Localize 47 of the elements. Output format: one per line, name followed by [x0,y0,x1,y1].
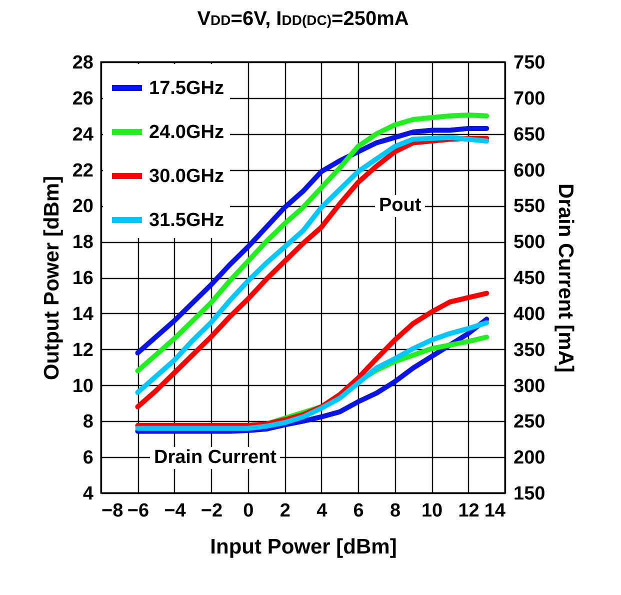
legend-label: 31.5GHz [149,210,224,231]
y2-tick-label: 500 [514,232,546,254]
x-tick-label: 14 [484,500,506,522]
y-tick-label: 26 [72,88,94,110]
x-tick-label: −6 [127,500,150,522]
x-tick-label: 8 [390,500,401,522]
y-tick-label: 22 [72,160,94,182]
y-tick-label: 16 [72,268,94,289]
y2-tick-label: 400 [514,304,546,325]
y2-tick-label: 650 [514,124,546,146]
y-axis-title: Output Power [dBm] [40,176,64,380]
x-axis-title: Input Power [dBm] [210,536,397,558]
y-tick-label: 24 [72,124,94,146]
y-tick-label: 8 [82,412,94,433]
y2-tick-label: 750 [514,52,546,74]
x-tick-label: 10 [421,500,443,522]
y-tick-label: 18 [72,232,94,254]
y2-tick-label: 450 [514,268,546,289]
y-tick-label: 14 [72,304,94,325]
y-tick-label: 28 [72,52,94,74]
x-tick-label: −2 [200,500,223,522]
y2-tick-label: 700 [514,88,546,110]
y-tick-label: 6 [82,448,94,469]
legend-label: 24.0GHz [149,122,224,143]
legend-label: 30.0GHz [149,166,224,187]
annotation: Pout [375,195,426,217]
y2-tick-label: 350 [514,340,546,361]
x-tick-label: −4 [164,500,186,522]
y-tick-label: 10 [72,376,94,397]
y2-tick-label: 250 [514,412,546,433]
y-tick-label: 20 [72,196,94,218]
x-tick-label: 4 [316,500,328,522]
x-tick-label: 2 [280,500,290,522]
y-tick-label: 4 [82,484,94,504]
y2-tick-label: 200 [514,448,546,469]
annotation: Drain Current [150,447,280,469]
y-tick-label: 12 [72,340,94,361]
y2-tick-label: 150 [514,484,546,504]
y2-axis-title: Drain Current [mA] [554,183,578,373]
x-tick-label: 0 [243,500,254,522]
legend-label: 17.5GHz [149,78,224,99]
x-tick-label: 12 [458,500,480,522]
y2-tick-label: 600 [514,160,546,182]
y2-tick-label: 300 [514,376,546,397]
x-tick-label: −8 [102,500,124,522]
x-tick-label: 6 [353,500,364,522]
y2-tick-label: 550 [514,196,546,218]
